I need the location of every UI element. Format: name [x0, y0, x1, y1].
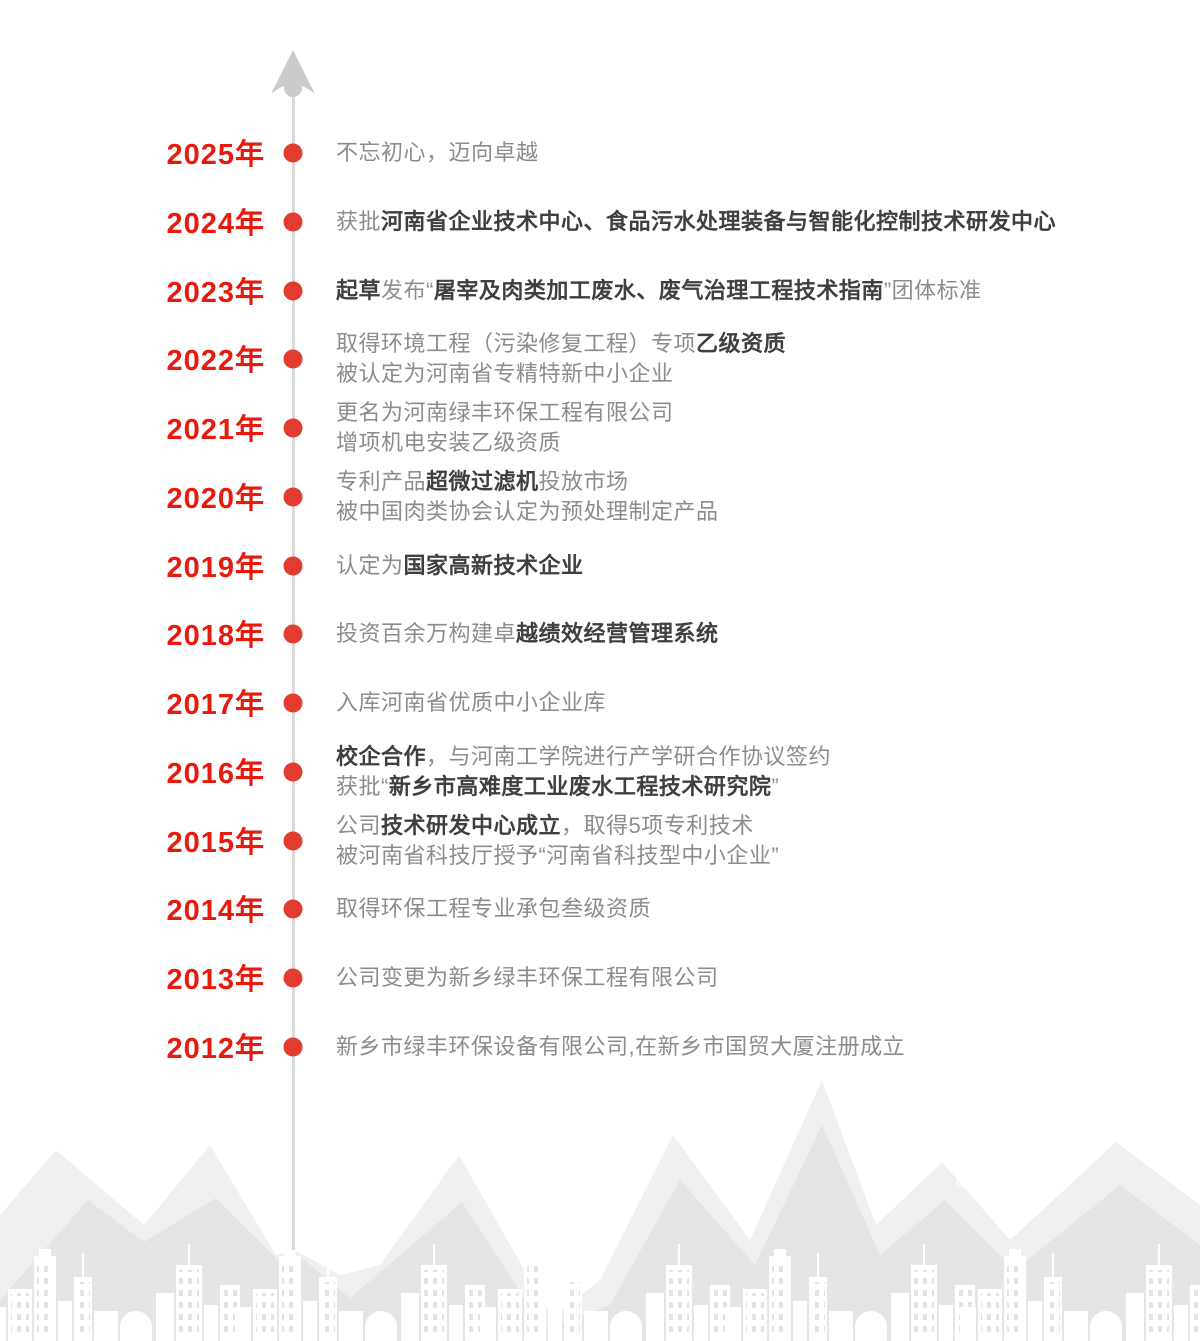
milestone-text-segment: 投放市场 — [538, 469, 629, 494]
timeline-dot-icon — [283, 349, 303, 369]
milestone-text-segment: 起草 — [336, 278, 382, 303]
timeline-dot-icon — [283, 624, 303, 644]
milestone-text-segment: 技术研发中心成立 — [381, 813, 562, 838]
timeline-dot-icon — [283, 831, 303, 851]
milestone-line: 校企合作，与河南工学院进行产学研合作协议签约 — [336, 742, 831, 772]
milestone-text-segment: 被河南省科技厅授予“河南省科技型中小企业” — [336, 843, 780, 868]
milestone-line: 被河南省科技厅授予“河南省科技型中小企业” — [336, 841, 779, 871]
milestone-line: 入库河南省优质中小企业库 — [336, 688, 606, 718]
year-label: 2016年 — [166, 758, 265, 791]
year-label: 2024年 — [166, 208, 265, 241]
milestone-text-segment: 获批“ — [336, 774, 389, 799]
milestone-line: 不忘初心，迈向卓越 — [336, 138, 539, 168]
up-arrow-icon — [271, 50, 315, 97]
timeline-dot-icon — [283, 968, 303, 988]
milestone-text: 公司技术研发中心成立，取得5项专利技术 被河南省科技厅授予“河南省科技型中小企业” — [336, 811, 779, 871]
milestone-text-segment: 专利产品 — [336, 469, 427, 494]
timeline-dot-icon — [283, 281, 303, 301]
milestone-text-segment: 越绩效经营管理系统 — [516, 621, 719, 646]
milestone-text-segment: 被认定为河南省专精特新中小企业 — [336, 361, 674, 386]
milestone-line: 更名为河南绿丰环保工程有限公司 — [336, 398, 674, 428]
milestone-line: 投资百余万构建卓越绩效经营管理系统 — [336, 619, 719, 649]
milestone-text: 公司变更为新乡绿丰环保工程有限公司 — [336, 963, 719, 993]
milestone-line: 被中国肉类协会认定为预处理制定产品 — [336, 497, 719, 527]
timeline-dot-icon — [283, 212, 303, 232]
timeline-axis — [292, 88, 295, 1250]
milestone-text-segment: 公司变更为新乡绿丰环保工程有限公司 — [336, 965, 719, 990]
milestone-text: 更名为河南绿丰环保工程有限公司 增项机电安装乙级资质 — [336, 398, 674, 458]
milestone-line: 新乡市绿丰环保设备有限公司,在新乡市国贸大厦注册成立 — [336, 1032, 905, 1062]
year-label: 2025年 — [166, 139, 265, 172]
timeline-dot-icon — [283, 487, 303, 507]
year-label: 2014年 — [166, 895, 265, 928]
timeline-dot-icon — [283, 143, 303, 163]
year-label: 2020年 — [166, 483, 265, 516]
timeline-dot-icon — [283, 899, 303, 919]
milestone-text-segment: 国家高新技术企业 — [403, 553, 584, 578]
milestone-text-segment: 河南省企业技术中心、食品污水处理装备与智能化控制技术研发中心 — [381, 209, 1057, 234]
milestone-text: 新乡市绿丰环保设备有限公司,在新乡市国贸大厦注册成立 — [336, 1032, 905, 1062]
mountain-silhouette — [0, 1080, 1200, 1341]
milestone-text-segment: 投资百余万构建卓 — [336, 621, 517, 646]
milestone-line: 获批河南省企业技术中心、食品污水处理装备与智能化控制技术研发中心 — [336, 207, 1056, 237]
milestone-text-segment: 更名为河南绿丰环保工程有限公司 — [336, 400, 674, 425]
milestone-text: 不忘初心，迈向卓越 — [336, 138, 539, 168]
milestone-text-segment: 屠宰及肉类加工废水、废气治理工程技术指南 — [433, 278, 884, 303]
milestone-text-segment: ”团体标准 — [883, 278, 982, 303]
timeline-dot-icon — [283, 418, 303, 438]
milestone-text-segment: 发布“ — [381, 278, 434, 303]
building-outline-icon — [957, 1110, 1001, 1187]
milestone-text-segment: 取得环境工程（污染修复工程）专项 — [336, 331, 697, 356]
milestone-text-segment: 超微过滤机 — [426, 469, 539, 494]
milestone-text-segment: ” — [771, 774, 780, 799]
milestone-text-segment: 乙级资质 — [696, 331, 787, 356]
milestone-text-segment: 获批 — [336, 209, 382, 234]
milestone-text: 获批河南省企业技术中心、食品污水处理装备与智能化控制技术研发中心 — [336, 207, 1056, 237]
milestone-text: 取得环境工程（污染修复工程）专项乙级资质 被认定为河南省专精特新中小企业 — [336, 329, 786, 389]
milestone-text-segment: ，与河南工学院进行产学研合作协议签约 — [426, 744, 832, 769]
milestone-text: 投资百余万构建卓越绩效经营管理系统 — [336, 619, 719, 649]
timeline-dot-icon — [283, 556, 303, 576]
milestone-text-segment: 不忘初心，迈向卓越 — [336, 140, 539, 165]
milestone-text-segment: 被中国肉类协会认定为预处理制定产品 — [336, 499, 719, 524]
milestone-text: 入库河南省优质中小企业库 — [336, 688, 606, 718]
milestone-line: 认定为国家高新技术企业 — [336, 551, 584, 581]
milestone-line: 增项机电安装乙级资质 — [336, 428, 674, 458]
milestone-text-segment: 新乡市高难度工业废水工程技术研究院 — [388, 774, 772, 799]
milestone-line: 专利产品超微过滤机投放市场 — [336, 467, 719, 497]
milestone-text-segment: 增项机电安装乙级资质 — [336, 430, 562, 455]
milestone-text: 起草发布“屠宰及肉类加工废水、废气治理工程技术指南”团体标准 — [336, 276, 982, 306]
milestone-text: 专利产品超微过滤机投放市场 被中国肉类协会认定为预处理制定产品 — [336, 467, 719, 527]
timeline-dot-icon — [283, 1037, 303, 1057]
year-label: 2017年 — [166, 689, 265, 722]
milestone-text-segment: 取得环保工程专业承包叁级资质 — [336, 896, 652, 921]
milestone-line: 起草发布“屠宰及肉类加工废水、废气治理工程技术指南”团体标准 — [336, 276, 982, 306]
milestone-line: 公司变更为新乡绿丰环保工程有限公司 — [336, 963, 719, 993]
milestone-text: 取得环保工程专业承包叁级资质 — [336, 894, 651, 924]
milestone-text: 校企合作，与河南工学院进行产学研合作协议签约 获批“新乡市高难度工业废水工程技术研… — [336, 742, 831, 802]
milestone-text-segment: 认定为 — [336, 553, 404, 578]
year-label: 2015年 — [166, 827, 265, 860]
year-label: 2022年 — [166, 345, 265, 378]
timeline-dot-icon — [283, 762, 303, 782]
milestone-line: 公司技术研发中心成立，取得5项专利技术 — [336, 811, 779, 841]
milestone-line: 取得环境工程（污染修复工程）专项乙级资质 — [336, 329, 786, 359]
year-label: 2023年 — [166, 277, 265, 310]
year-label: 2018年 — [166, 620, 265, 653]
year-label: 2013年 — [166, 964, 265, 997]
year-label: 2012年 — [166, 1033, 265, 1066]
milestone-line: 获批“新乡市高难度工业废水工程技术研究院” — [336, 772, 831, 802]
milestone-text-segment: 新乡市绿丰环保设备有限公司,在新乡市国贸大厦注册成立 — [336, 1034, 906, 1059]
milestone-text: 认定为国家高新技术企业 — [336, 551, 584, 581]
milestone-text-segment: 入库河南省优质中小企业库 — [336, 690, 607, 715]
milestone-line: 取得环保工程专业承包叁级资质 — [336, 894, 651, 924]
milestone-text-segment: ，取得5项专利技术 — [561, 813, 754, 838]
year-label: 2019年 — [166, 552, 265, 585]
timeline-dot-icon — [283, 693, 303, 713]
year-label: 2021年 — [166, 414, 265, 447]
milestone-text-segment: 公司 — [336, 813, 382, 838]
milestone-line: 被认定为河南省专精特新中小企业 — [336, 359, 786, 389]
milestone-text-segment: 校企合作 — [336, 744, 427, 769]
